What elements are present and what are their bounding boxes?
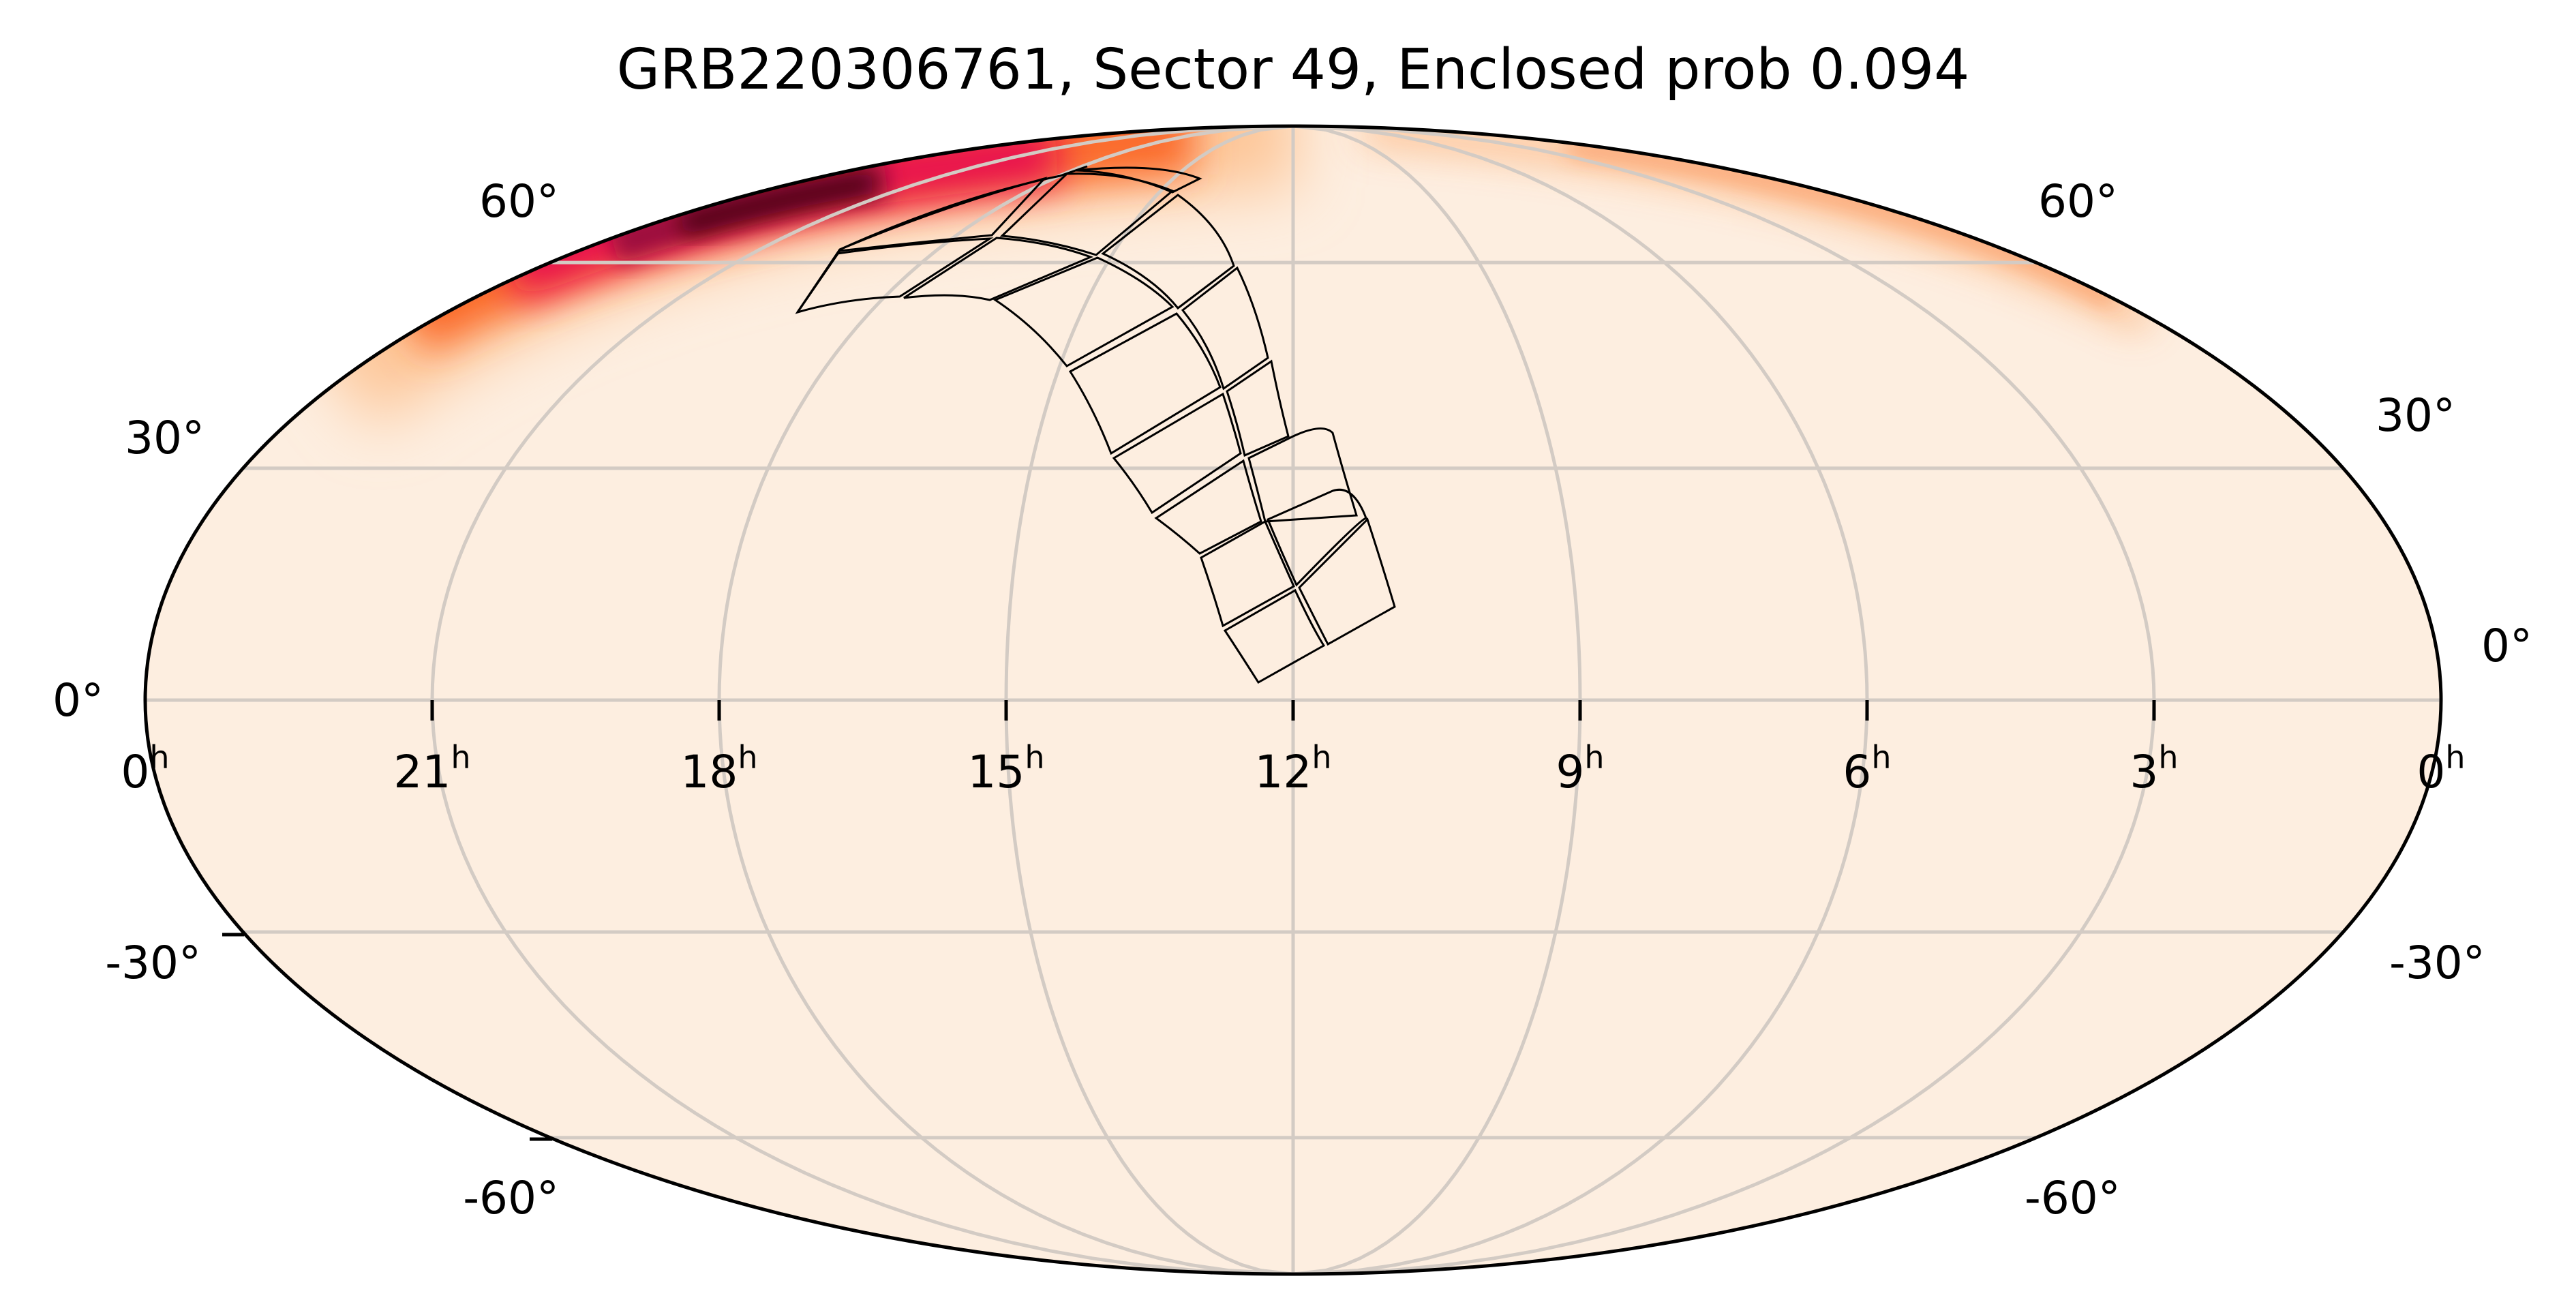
ccd-tile [1247,427,1358,523]
ccd-tile [999,172,1175,256]
ccd-tile [1112,392,1242,515]
ra-label: 0h [121,739,169,798]
ra-label: 6h [1843,739,1891,798]
chart-title: GRB220306761, Sector 49, Enclosed prob 0… [617,37,1970,102]
ra-label: 18h [680,739,757,798]
globe-frame [143,124,2443,1276]
dec-label-left: -30° [105,937,201,989]
dec-label-left: 30° [125,412,204,464]
dec-label-right: 60° [2038,175,2118,228]
ra-label: 15h [967,739,1044,798]
tess-footprint [795,165,1396,684]
ccd-tile [1181,266,1269,391]
ccd-tile [1267,489,1368,587]
ccd-tile [1200,519,1295,628]
ccd-tile [992,256,1175,367]
dec-label-right: 30° [2376,389,2455,442]
dec-label-left: 0° [52,674,104,727]
ccd-tile [1068,312,1222,455]
ra-label: 21h [393,739,470,798]
dec-label-right: -30° [2389,937,2485,989]
ra-tick-marks [430,700,2156,721]
ccd-tile [903,237,1094,301]
dec-label-left: 60° [479,175,559,228]
ccd-tile [1298,517,1396,646]
dec-label-right: -60° [2025,1172,2121,1224]
ccd-tile [1223,588,1326,684]
ccd-tile [1101,194,1235,310]
ra-label: 12h [1254,739,1331,798]
ra-label: 0h [2416,739,2465,798]
ra-label: 9h [1556,739,1604,798]
ccd-tile [1075,166,1202,194]
dec-axis-labels-right: 60° 30° 0° -30° -60° [2025,175,2532,1224]
dec-label-right: 0° [2481,620,2532,672]
ra-label: 3h [2130,739,2178,798]
ccd-tile [796,177,1048,313]
dec-axis-labels-left: 60° 30° 0° -30° -60° [52,175,559,1224]
ccd-tile [1154,459,1262,555]
ccd-tile [795,237,994,314]
ccd-tile [1226,359,1290,457]
dec-label-left: -60° [463,1172,559,1224]
ra-axis-labels: 0h 21h 18h 15h 12h 9h 6h 3h 0h [121,739,2465,798]
